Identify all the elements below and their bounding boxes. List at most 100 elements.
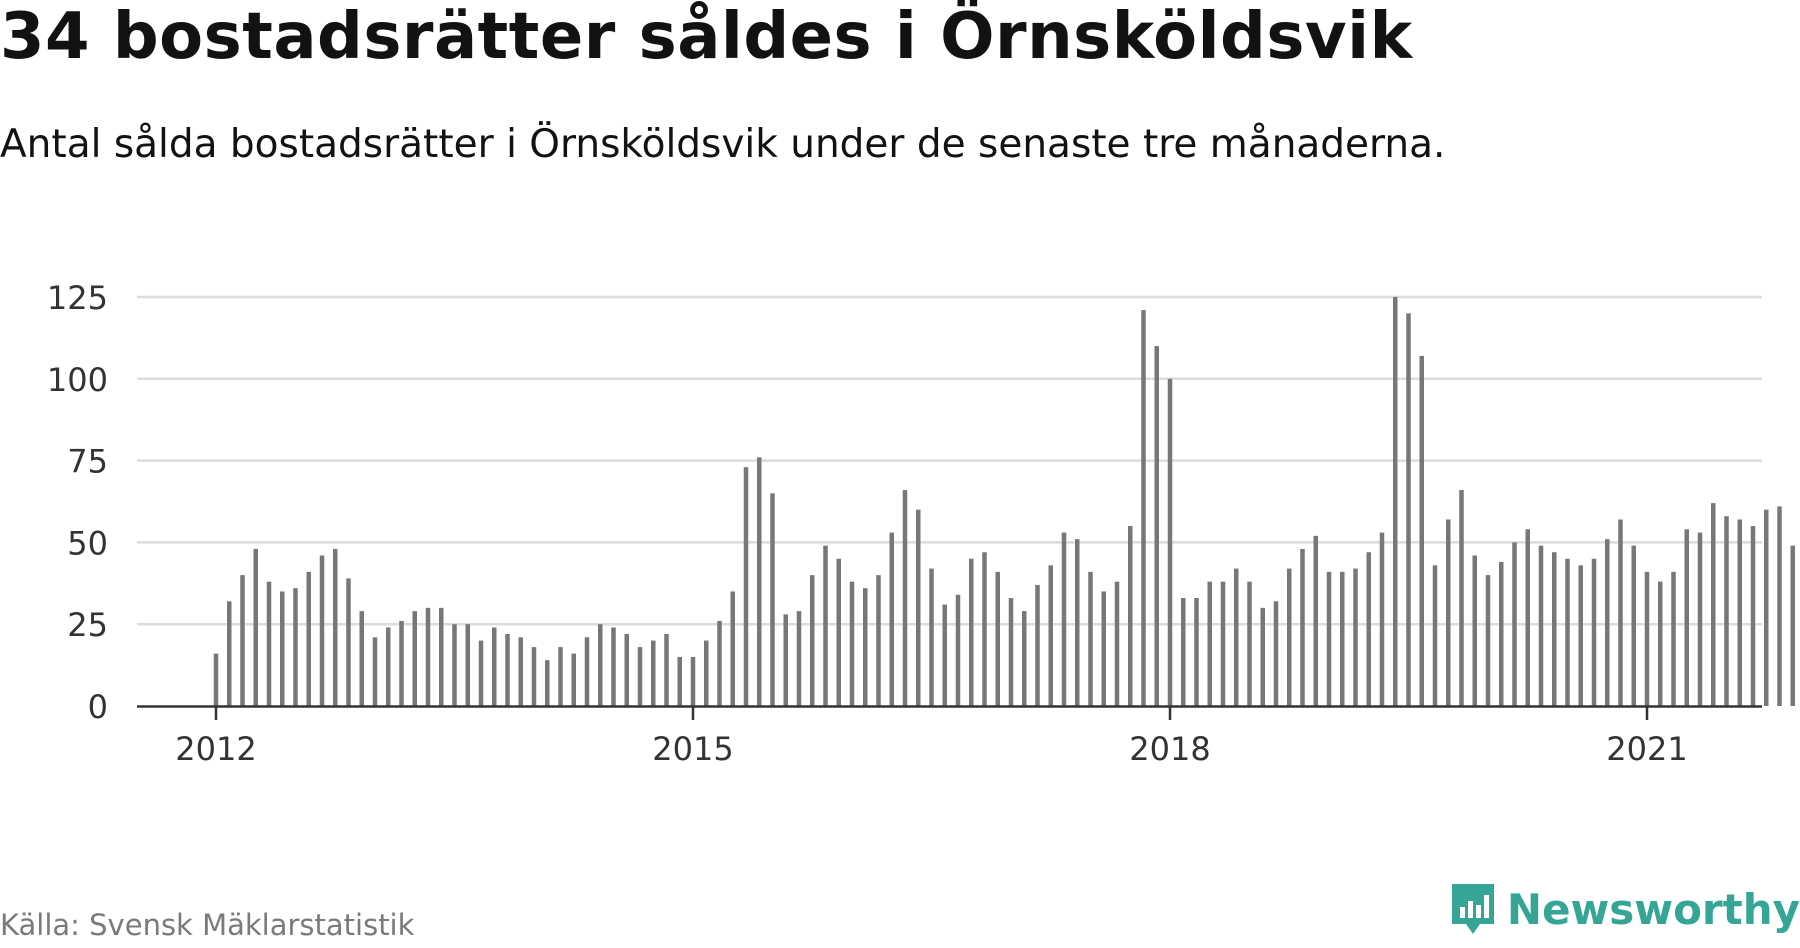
bar [955,594,961,706]
bar [359,611,364,706]
bar [1167,378,1173,706]
bar [849,581,855,706]
bar [796,611,802,706]
bar [1035,584,1040,706]
bar [730,591,735,706]
bar [1446,519,1451,706]
bar [995,571,1000,706]
grid-lines [137,295,1762,626]
bar [1777,506,1782,706]
bar [982,552,987,706]
bar [1207,581,1212,706]
bar [1340,571,1345,706]
bar [942,604,947,706]
bar [1366,552,1371,706]
page-subtitle: Antal sålda bostadsrätter i Örnsköldsvik… [0,122,1446,167]
bar [319,555,325,706]
bar [293,588,298,706]
bar [531,647,537,706]
bar [664,634,669,706]
bar [1260,607,1265,706]
bar [757,457,762,706]
bar [1075,539,1080,706]
y-tick-label: 25 [67,606,108,644]
x-axis: 20122015201820212023 [137,705,1762,768]
y-tick-label: 50 [67,524,108,562]
bar [213,653,219,706]
bar [876,575,881,706]
bar [280,591,285,706]
bar [1128,526,1133,706]
bar [1512,542,1517,706]
bar [1114,581,1120,706]
bar [1499,562,1504,706]
bar [1750,526,1756,706]
x-tick-label: 2018 [1129,730,1210,768]
bar [505,634,510,706]
brand-name: Newsworthy [1506,884,1800,934]
bar [1432,565,1438,706]
bar [1631,545,1636,706]
bar [1406,313,1411,706]
bar [1552,552,1557,706]
bar [902,490,908,706]
bar [412,611,417,706]
bar [1644,571,1650,706]
bar [1393,297,1398,706]
y-tick-label: 100 [47,361,108,399]
bar [598,624,603,706]
bar [1061,532,1067,706]
bar [717,620,722,706]
bar [1684,529,1689,706]
bar [1300,548,1305,706]
bar [1711,503,1716,706]
x-tick-label: 2012 [175,730,256,768]
bar [1287,568,1292,706]
page-title: 34 bostadsrätter såldes i Örnsköldsvik [0,0,1413,74]
bar [1101,591,1106,706]
bar [1485,575,1491,706]
bar [584,637,590,706]
bar [1565,558,1570,706]
bar [1472,555,1477,706]
bar [333,548,338,706]
bar [823,545,828,706]
bar [1697,532,1703,706]
bar [1353,568,1358,706]
bar [863,588,868,706]
bar [1022,611,1027,706]
bar [690,656,696,706]
bar [1538,545,1544,706]
bar [1234,568,1239,706]
bar [677,656,682,706]
bar [637,647,643,706]
bar [1194,598,1199,706]
bar [425,607,431,706]
bar [545,660,550,706]
bar [836,558,841,706]
bar [743,467,749,706]
bar [969,558,974,706]
y-tick-label: 0 [88,688,108,726]
bar [372,637,378,706]
bar [1419,355,1424,706]
bar [929,568,934,706]
bar [611,627,616,706]
y-tick-label: 75 [67,443,108,481]
bar [1181,598,1186,706]
bar [478,640,484,706]
x-tick-label: 2015 [652,730,733,768]
bar [399,620,404,706]
bars [213,297,1795,706]
bar [770,493,775,706]
bar [240,575,245,706]
bar [704,640,709,706]
bar [492,627,497,706]
bar [1658,581,1663,706]
bar [1247,581,1252,706]
bar [1220,581,1226,706]
bar [1273,601,1279,706]
bar [227,601,232,706]
bar [1591,558,1597,706]
